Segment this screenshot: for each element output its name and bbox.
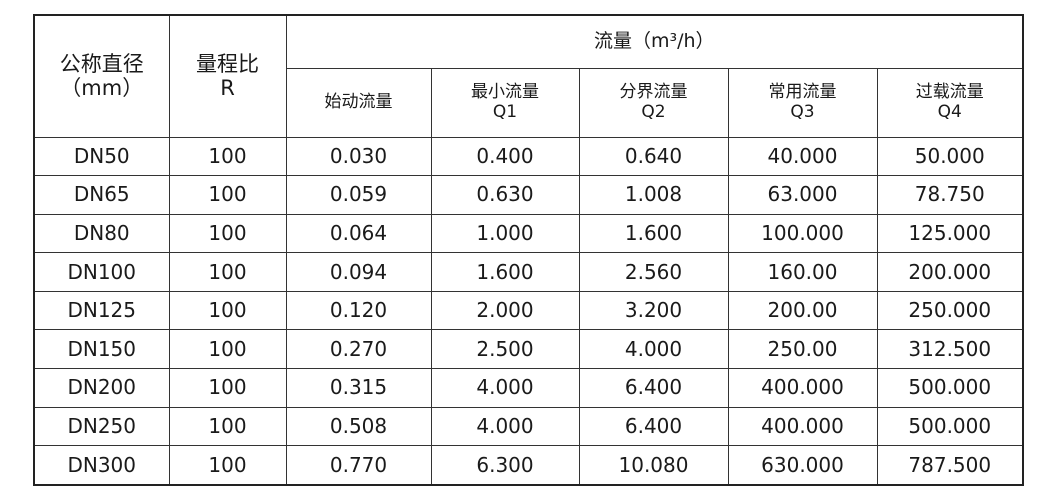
data-cell: 100 [168, 136, 287, 177]
data-cell: 63.000 [727, 175, 878, 215]
data-row: DN100 100 0.094 1.600 2.560 160.00 200.000 [33, 252, 1024, 292]
data-cell: 6.300 [430, 445, 580, 486]
data-cell: 250.00 [727, 329, 878, 370]
data-cell: 4.000 [430, 368, 580, 408]
data-cell: 2.560 [578, 252, 729, 292]
header-line: （mm） [60, 76, 144, 101]
header-cell: 量程比 R [168, 14, 287, 138]
header-line: 分界流量 [619, 81, 688, 102]
data-cell: 312.500 [876, 329, 1024, 370]
data-cell: DN65 [33, 175, 170, 215]
data-cell: 1.600 [430, 252, 580, 292]
data-cell: 250.000 [876, 290, 1024, 331]
data-cell: 0.120 [285, 290, 432, 331]
data-cell: 100 [168, 213, 287, 254]
header-cell: 过载流量 Q4 [876, 67, 1024, 138]
data-cell: 100 [168, 329, 287, 370]
data-cell: 400.000 [727, 406, 878, 447]
data-cell: 2.000 [430, 290, 580, 331]
data-cell: DN50 [33, 136, 170, 177]
header-cell: 始动流量 [285, 67, 432, 138]
data-cell: 3.200 [578, 290, 729, 331]
data-row: DN200 100 0.315 4.000 6.400 400.000 500.000 [33, 368, 1024, 408]
data-cell: 200.00 [727, 290, 878, 331]
data-row: DN50 100 0.030 0.400 0.640 40.000 50.000 [33, 136, 1024, 177]
data-cell: 200.000 [876, 252, 1024, 292]
data-cell: 100 [168, 445, 287, 486]
data-cell: DN300 [33, 445, 170, 486]
data-row: DN65 100 0.059 0.630 1.008 63.000 78.750 [33, 175, 1024, 215]
data-cell: DN125 [33, 290, 170, 331]
data-cell: 0.064 [285, 213, 432, 254]
header-cell: 分界流量 Q2 [578, 67, 729, 138]
data-cell: 1.600 [578, 213, 729, 254]
header-line: 常用流量 [768, 81, 837, 102]
data-cell: 50.000 [876, 136, 1024, 177]
data-cell: 100 [168, 290, 287, 331]
data-cell: DN250 [33, 406, 170, 447]
data-cell: 100 [168, 252, 287, 292]
header-cell: 最小流量 Q1 [430, 67, 580, 138]
data-cell: 0.630 [430, 175, 580, 215]
header-line: 过载流量 [915, 81, 984, 102]
header-row: 始动流量 最小流量 Q1 分界流量 Q2 常用流量 Q3 过载流量 Q4 [34, 67, 1024, 138]
data-cell: 0.315 [285, 368, 432, 408]
data-cell: DN200 [33, 368, 170, 408]
data-cell: DN80 [33, 213, 170, 254]
data-cell: 10.080 [578, 445, 729, 486]
data-cell: 0.770 [285, 445, 432, 486]
data-cell: 4.000 [578, 329, 729, 370]
header-row: 公称直径 （mm） 量程比 R 流量（m³/h） [33, 14, 1024, 138]
header-cell: 常用流量 Q3 [727, 67, 878, 138]
data-cell: 2.500 [430, 329, 580, 370]
data-cell: 6.400 [578, 368, 729, 408]
data-cell: 1.000 [430, 213, 580, 254]
data-row: DN150 100 0.270 2.500 4.000 250.00 312.500 [33, 329, 1024, 370]
header-line: R [220, 76, 235, 101]
header-line: Q4 [937, 101, 962, 122]
data-cell: 0.059 [285, 175, 432, 215]
data-cell: 0.270 [285, 329, 432, 370]
data-cell: 100 [168, 368, 287, 408]
data-cell: 100 [168, 406, 287, 447]
data-cell: 400.000 [727, 368, 878, 408]
header-line: Q3 [790, 101, 815, 122]
data-cell: 78.750 [876, 175, 1024, 215]
data-cell: 0.094 [285, 252, 432, 292]
header-line: 量程比 [196, 52, 259, 77]
data-cell: 0.030 [285, 136, 432, 177]
flow-table: 公称直径 （mm） 量程比 R 流量（m³/h） 始动流量 最小流量 Q1 分界流量 Q2 常用流量… [33, 14, 1024, 486]
data-cell: DN100 [33, 252, 170, 292]
data-cell: 0.508 [285, 406, 432, 447]
data-row: DN80 100 0.064 1.000 1.600 100.000 125.000 [33, 213, 1024, 254]
data-cell: 630.000 [727, 445, 878, 486]
data-cell: 787.500 [876, 445, 1024, 486]
data-cell: 160.00 [727, 252, 878, 292]
data-cell: 0.640 [578, 136, 729, 177]
header-cell: 公称直径 （mm） [33, 14, 170, 138]
header-line: 公称直径 [59, 52, 144, 77]
data-cell: 500.000 [876, 406, 1024, 447]
group-header: 流量（m³/h） [285, 14, 1024, 69]
header-line: 最小流量 [471, 81, 539, 102]
data-cell: 6.400 [578, 406, 729, 447]
data-cell: 500.000 [876, 368, 1024, 408]
data-cell: 4.000 [430, 406, 580, 447]
data-row: DN250 100 0.508 4.000 6.400 400.000 500.000 [33, 406, 1024, 447]
data-cell: 125.000 [876, 213, 1024, 254]
data-cell: 40.000 [727, 136, 878, 177]
data-cell: 1.008 [578, 175, 729, 215]
data-cell: 100.000 [727, 213, 878, 254]
data-cell: 0.400 [430, 136, 580, 177]
header-line: Q2 [641, 101, 666, 122]
data-cell: DN150 [33, 329, 170, 370]
header-line: Q1 [492, 101, 518, 122]
data-cell: 100 [168, 175, 287, 215]
header-line: 始动流量 [324, 91, 393, 112]
data-row: DN300 100 0.770 6.300 10.080 630.000 787.500 [33, 445, 1024, 486]
data-row: DN125 100 0.120 2.000 3.200 200.00 250.000 [33, 290, 1024, 331]
